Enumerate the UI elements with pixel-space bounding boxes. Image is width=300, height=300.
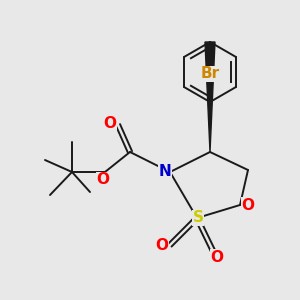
Text: O: O — [97, 172, 110, 188]
Polygon shape — [205, 42, 215, 152]
Text: O: O — [103, 116, 116, 130]
Text: S: S — [193, 211, 203, 226]
Text: O: O — [155, 238, 169, 253]
Text: N: N — [159, 164, 171, 179]
Text: O: O — [242, 197, 254, 212]
Text: Br: Br — [200, 67, 220, 82]
Text: O: O — [211, 250, 224, 265]
